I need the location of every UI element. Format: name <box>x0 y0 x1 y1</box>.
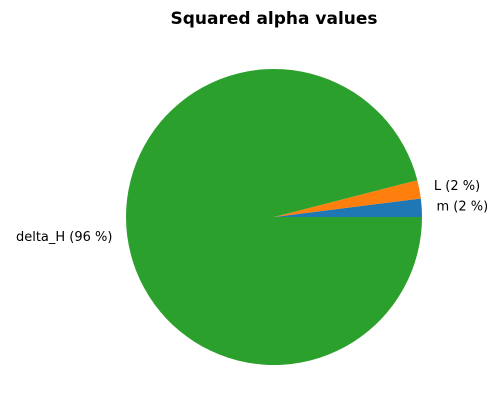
pie-slice <box>274 198 423 217</box>
pie-slice <box>274 180 421 217</box>
slice-label: m (2 %) <box>436 199 488 214</box>
chart-title: Squared alpha values <box>170 9 377 29</box>
pie-slice <box>126 69 422 366</box>
slice-label: delta_H (96 %) <box>16 230 113 245</box>
slice-label: L (2 %) <box>434 179 480 194</box>
